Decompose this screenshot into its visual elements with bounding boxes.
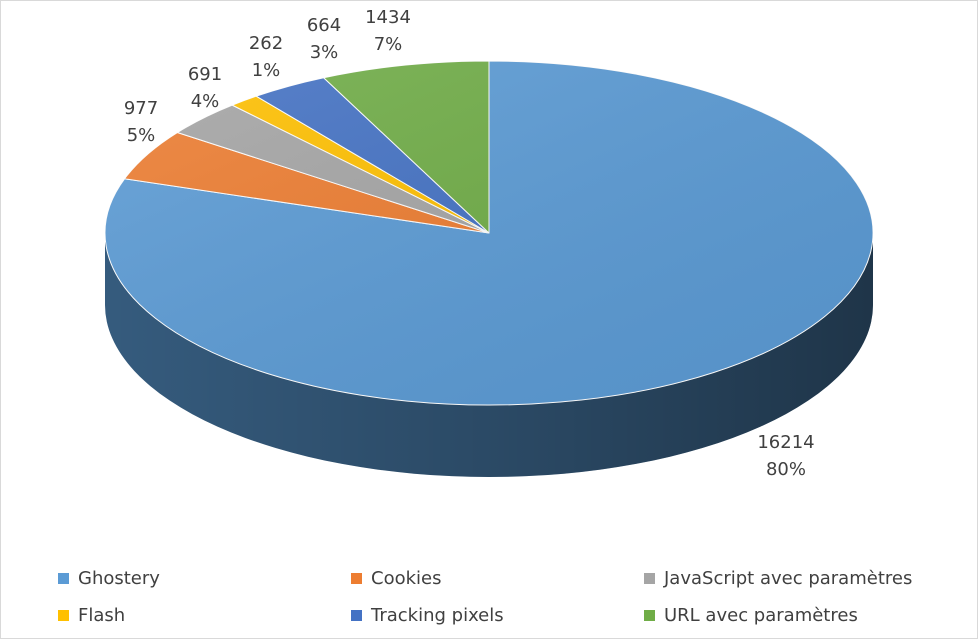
legend-label-javascript: JavaScript avec paramètres	[664, 567, 913, 589]
legend-item-ghostery: Ghostery	[58, 567, 160, 589]
data-label-value-tracking-pixels: 664	[307, 15, 341, 36]
legend-item-tracking-pixels: Tracking pixels	[351, 604, 504, 626]
data-label-percent-tracking-pixels: 3%	[310, 42, 339, 63]
legend-label-tracking-pixels: Tracking pixels	[371, 604, 504, 626]
legend-swatch-url	[644, 609, 655, 621]
legend-item-url: URL avec paramètres	[644, 604, 858, 626]
data-label-percent-javascript: 4%	[191, 91, 220, 112]
legend: Ghostery Cookies JavaScript avec paramèt…	[1, 561, 977, 633]
data-label-percent-cookies: 5%	[127, 125, 156, 146]
data-label-value-ghostery: 16214	[757, 432, 814, 453]
legend-item-javascript: JavaScript avec paramètres	[644, 567, 912, 589]
legend-label-flash: Flash	[78, 604, 126, 626]
data-label-percent-url: 7%	[374, 34, 403, 55]
pie-top-highlight	[105, 61, 873, 405]
legend-item-flash: Flash	[58, 604, 125, 626]
legend-label-ghostery: Ghostery	[78, 567, 160, 589]
legend-item-cookies: Cookies	[351, 567, 441, 589]
data-label-value-cookies: 977	[124, 98, 158, 119]
data-label-value-url: 1434	[365, 7, 411, 28]
pie-top-group	[104, 60, 874, 406]
legend-swatch-flash	[58, 609, 69, 621]
legend-swatch-tracking-pixels	[351, 609, 362, 621]
pie-side-shading-ghostery	[105, 233, 873, 477]
legend-label-url: URL avec paramètres	[664, 604, 858, 626]
data-label-percent-ghostery: 80%	[766, 459, 806, 480]
pie-side-group	[105, 233, 873, 477]
legend-swatch-javascript	[644, 572, 655, 584]
legend-label-cookies: Cookies	[371, 567, 442, 589]
legend-swatch-ghostery	[58, 572, 69, 584]
data-label-value-flash: 262	[249, 33, 283, 54]
data-label-percent-flash: 1%	[252, 60, 281, 81]
legend-swatch-cookies	[351, 572, 362, 584]
data-label-value-javascript: 691	[188, 64, 222, 85]
pie-chart: 16214 80% 977 5% 691 4% 262 1% 664 3% 1434 7%	[104, 7, 874, 480]
pie-labels-group: 16214 80% 977 5% 691 4% 262 1% 664 3% 1434 7%	[124, 7, 815, 480]
